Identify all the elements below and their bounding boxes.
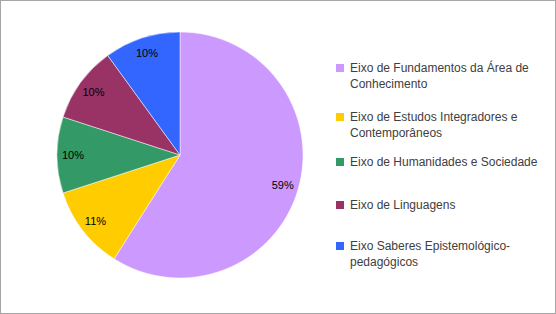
legend-swatch [336, 201, 344, 209]
legend-label: Eixo de Linguagens [350, 198, 455, 212]
legend-swatch [336, 242, 344, 250]
chart: 59% 11% 10% 10% 10% Eixo de Fundamentos da Ár… [0, 0, 556, 314]
frame [1, 1, 556, 314]
data-label: 10% [82, 86, 104, 98]
legend: Eixo de Fundamentos da Área deConhecimen… [336, 60, 538, 269]
data-labels: 59% 11% 10% 10% 10% [62, 47, 294, 226]
data-label: 10% [62, 149, 84, 161]
legend-label: Eixo de Estudos Integradores eContemporâ… [350, 110, 518, 140]
legend-swatch [336, 113, 344, 121]
legend-swatch [336, 64, 344, 72]
data-label: 59% [272, 179, 294, 191]
slice [108, 32, 180, 155]
data-label: 10% [136, 47, 158, 59]
pie [57, 32, 303, 278]
legend-label: Eixo de Fundamentos da Área deConhecimen… [350, 60, 529, 91]
legend-swatch [336, 158, 344, 166]
data-label: 11% [85, 215, 106, 227]
legend-label: Eixo de Humanidades e Sociedade [350, 155, 538, 169]
legend-label: Eixo Saberes Epistemológico-pedagógicos [350, 239, 510, 269]
